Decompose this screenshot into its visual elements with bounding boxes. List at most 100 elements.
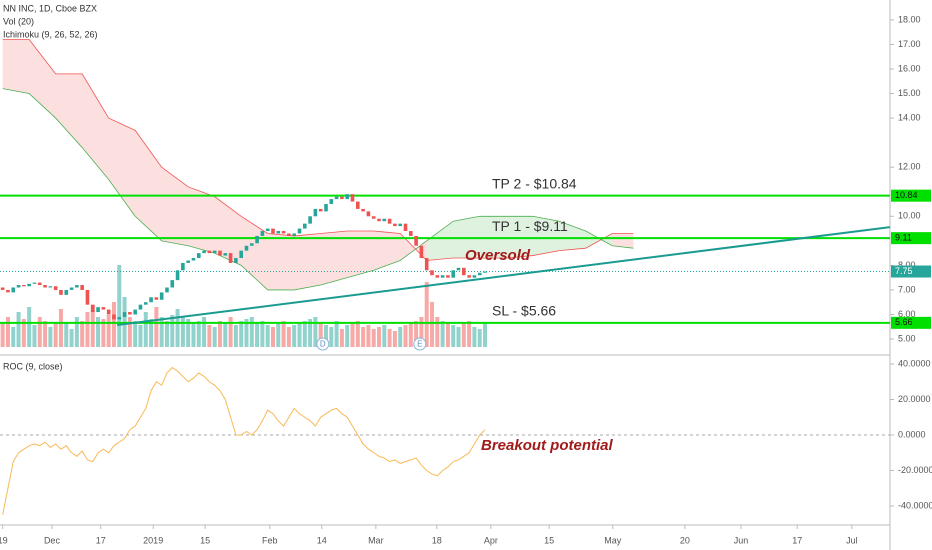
candle-body: [451, 270, 456, 278]
volume-bar: [361, 327, 366, 347]
y-tick-label: 40.0000: [898, 358, 931, 368]
volume-bar: [58, 309, 63, 347]
volume-bar: [32, 325, 37, 347]
event-label: E: [417, 340, 422, 349]
x-tick-label: Dec: [44, 535, 61, 545]
candle-body: [276, 231, 281, 234]
volume-bar: [207, 325, 212, 347]
candle-body: [149, 297, 153, 303]
price-tag-label: 7.75: [895, 266, 913, 276]
volume-bar: [228, 317, 233, 347]
candle-body: [16, 285, 21, 288]
y-tick-label: 16.00: [898, 63, 921, 73]
volume-bar: [127, 317, 132, 347]
indicator-label: Vol (20): [3, 16, 34, 26]
candle-body: [477, 272, 482, 276]
candle-body: [117, 316, 122, 320]
candle-body: [228, 253, 233, 263]
candle-body: [96, 307, 100, 313]
candle-body: [170, 280, 175, 288]
candle-body: [287, 233, 291, 236]
volume-bar: [435, 317, 440, 347]
volume-bar: [191, 323, 196, 347]
x-tick-label: 2019: [143, 535, 163, 545]
candle-body: [223, 253, 228, 256]
x-tick-label: 17: [792, 535, 802, 545]
price-tag: [891, 232, 931, 245]
cloud-line: [2, 88, 634, 291]
volume-bar: [255, 323, 260, 347]
volume-bar: [430, 302, 435, 347]
candle-body: [366, 211, 371, 217]
candle-body: [393, 223, 397, 227]
candle-body: [69, 287, 74, 290]
volume-bar: [175, 309, 180, 347]
candle-body: [430, 270, 434, 276]
candle-body: [318, 208, 323, 212]
volume-bar: [249, 317, 254, 347]
volume-bar: [297, 323, 302, 347]
roc-title: ROC (9, close): [3, 361, 63, 371]
candle-body: [387, 218, 392, 224]
x-tick-label: 17: [96, 535, 106, 545]
volume-bar: [382, 325, 387, 347]
event-marker: [413, 337, 427, 351]
candle-body: [80, 285, 84, 290]
cloud-segment: [294, 233, 321, 290]
volume-bar: [217, 321, 222, 347]
candle-body: [106, 309, 111, 315]
volume-bar: [440, 321, 445, 347]
volume-bar: [472, 327, 477, 347]
candle-body: [456, 267, 461, 271]
candle-body: [175, 270, 180, 281]
volume-bar: [186, 319, 191, 347]
volume-bar: [323, 325, 328, 347]
volume-bar: [392, 331, 397, 347]
candle-body: [281, 231, 286, 234]
y-tick-label: 18.00: [898, 14, 921, 24]
y-tick-label: 17.00: [898, 39, 921, 49]
candle-body: [382, 218, 387, 222]
candle-body: [186, 260, 190, 263]
candle-body: [297, 228, 302, 234]
volume-bar: [202, 317, 207, 347]
candle-body: [446, 275, 450, 278]
candle-body: [218, 250, 222, 256]
volume-bar: [96, 317, 101, 347]
indicator-label: Ichimoku (9, 26, 52, 26): [3, 29, 98, 39]
x-tick-label: 18: [432, 535, 442, 545]
candle-body: [356, 201, 360, 209]
candle-body: [403, 223, 408, 232]
level-label: SL - $5.66: [492, 303, 556, 319]
candle-body: [308, 216, 312, 224]
y-tick-label: 7.00: [898, 284, 916, 294]
x-tick-label: Apr: [484, 535, 498, 545]
volume-bar: [451, 325, 456, 347]
y-tick-label: 20.0000: [898, 394, 931, 404]
level-label: TP 1 - $9.11: [492, 218, 568, 234]
cloud-segment: [161, 167, 189, 246]
volume-bar: [111, 302, 116, 347]
volume-bar: [74, 317, 79, 347]
candle-body: [371, 216, 376, 219]
volume-bar: [371, 329, 376, 347]
candle-body: [329, 199, 334, 205]
cloud-segment: [29, 39, 56, 119]
cloud-segment: [426, 221, 454, 261]
volume-bar: [159, 317, 164, 347]
y-tick-label: -40.0000: [898, 500, 932, 510]
volume-bar: [339, 329, 344, 347]
y-tick-label: 0.0000: [898, 429, 926, 439]
volume-bar: [456, 327, 461, 347]
x-tick-label: 19: [0, 535, 8, 545]
candle-body: [302, 223, 307, 229]
y-tick-label: 5.00: [898, 333, 916, 343]
volume-bar: [5, 317, 10, 347]
candle-body: [467, 275, 471, 278]
volume-bar: [117, 265, 122, 347]
cloud-segment: [373, 231, 401, 271]
volume-bar: [11, 327, 16, 347]
candle-body: [27, 283, 31, 287]
